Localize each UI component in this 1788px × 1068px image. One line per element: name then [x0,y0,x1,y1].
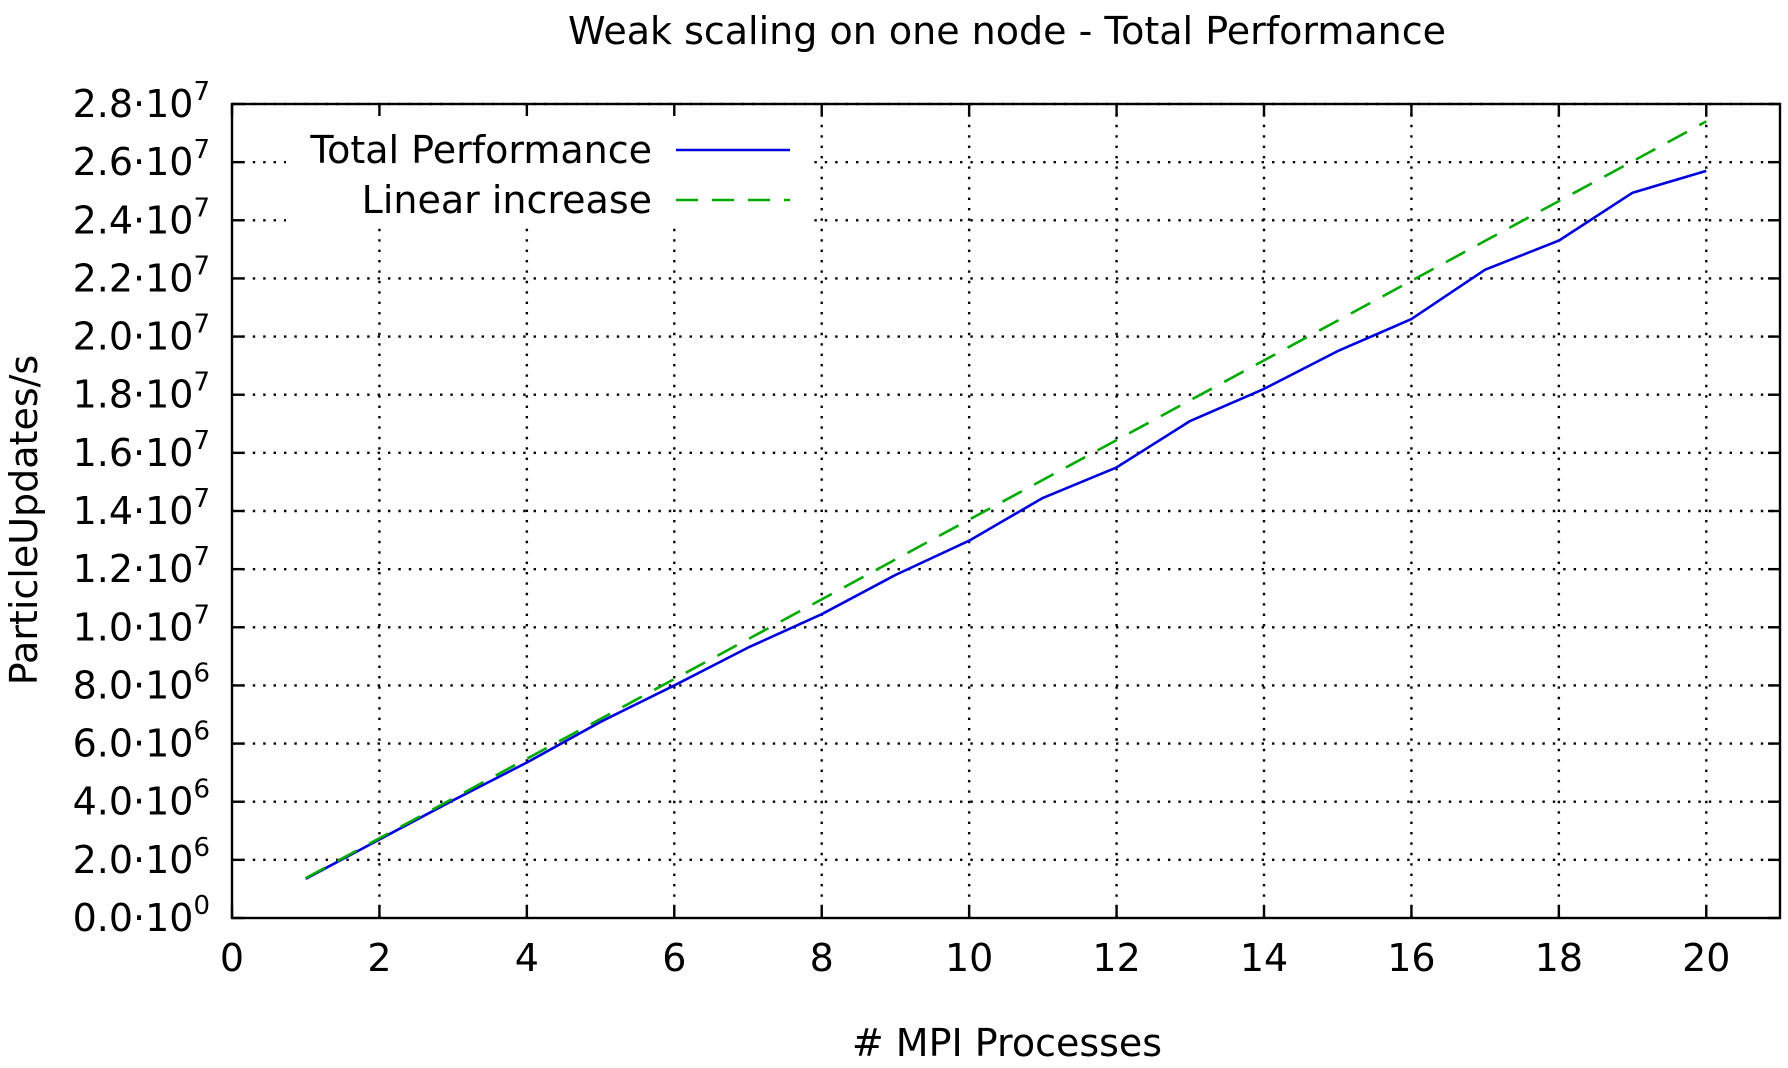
x-tick-label: 0 [220,936,244,980]
x-tick-label: 4 [515,936,539,980]
x-tick-label: 12 [1092,936,1140,980]
y-tick-label: 1.4·107 [73,484,210,533]
x-axis-label: # MPI Processes [852,1021,1162,1065]
series-linear-increase-line [305,120,1707,880]
y-tick-label: 4.0·106 [73,775,210,824]
y-tick-label: 2.2·107 [73,251,210,300]
y-tick-label: 1.0·107 [73,600,210,649]
x-tick-label: 10 [945,936,993,980]
y-tick-label: 2.4·107 [73,193,210,242]
x-tick-label: 2 [367,936,391,980]
y-tick-label: 2.0·106 [73,833,210,882]
y-tick-label: 1.8·107 [73,368,210,417]
y-tick-label: 1.2·107 [73,542,210,591]
x-tick-label: 18 [1535,936,1583,980]
y-tick-label: 1.6·107 [73,426,210,475]
x-tick-label: 8 [810,936,834,980]
legend-label: Total Performance [309,128,652,172]
y-axis-label: ParticleUpdates/s [2,355,46,685]
tick-marks [230,102,1780,920]
chart-title: Weak scaling on one node - Total Perform… [568,9,1446,53]
x-tick-label: 20 [1682,936,1730,980]
y-tick-label: 0.0·100 [73,891,210,940]
x-tick-label: 6 [662,936,686,980]
series-total-performance-line [305,169,1707,880]
series-lines [305,120,1707,880]
x-tick-label: 14 [1240,936,1288,980]
y-tick-labels: 0.0·100 2.0·106 4.0·106 6.0·106 8.0·106 1.0·1… [73,77,210,940]
legend-label: Linear increase [362,178,652,222]
y-tick-label: 2.8·107 [73,77,210,126]
legend: Total Performance Linear increase [309,128,790,222]
y-tick-label: 2.0·107 [73,310,210,359]
y-tick-label: 8.0·106 [73,658,210,707]
x-tick-label: 16 [1387,936,1435,980]
legend-box [286,114,808,224]
x-tick-labels: 0 2 4 6 8 10 12 14 16 18 20 [220,936,1731,980]
y-tick-label: 2.6·107 [73,135,210,184]
legend-background [286,114,808,224]
y-tick-label: 6.0·106 [73,717,210,766]
